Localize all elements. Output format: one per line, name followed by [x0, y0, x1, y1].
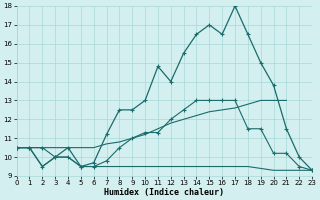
X-axis label: Humidex (Indice chaleur): Humidex (Indice chaleur) [104, 188, 224, 197]
